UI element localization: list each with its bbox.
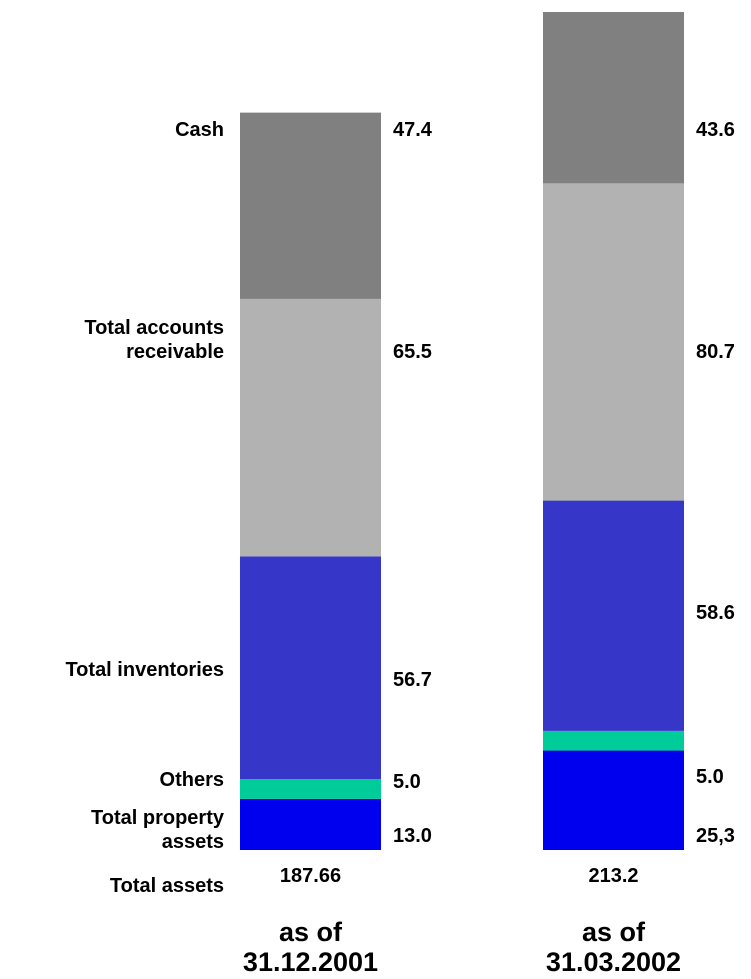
bar-segment <box>240 779 381 799</box>
value-label: 5.0 <box>696 766 724 788</box>
legend-label: Cash <box>175 119 224 141</box>
value-label: 65.5 <box>393 341 432 363</box>
bar-segment <box>240 112 381 299</box>
category-label: as of 31.12.2001 <box>242 917 379 977</box>
value-label: 5.0 <box>393 771 421 793</box>
legend-label: Others <box>159 769 224 791</box>
bar-segment <box>543 750 684 850</box>
value-label: 80.7 <box>696 341 735 363</box>
bar-segment <box>543 183 684 501</box>
total-value: 187.66 <box>279 865 342 887</box>
value-label: 58.6 <box>696 602 735 624</box>
bar-segment <box>240 298 381 557</box>
total-label: Total assets <box>109 875 224 897</box>
value-label: 56.7 <box>393 669 432 691</box>
value-label: 25,3 <box>696 825 735 847</box>
value-label: 47.4 <box>393 119 432 141</box>
bar-segment <box>240 556 381 780</box>
bar-segment <box>543 730 684 751</box>
category-label: as of 31.03.2002 <box>545 917 682 977</box>
legend-label: Total property assets <box>91 807 224 853</box>
bar-segment <box>543 500 684 731</box>
bar-segment <box>543 12 684 184</box>
value-label: 43.6 <box>696 119 735 141</box>
bar-segment <box>240 798 381 850</box>
legend-label: Total inventories <box>65 659 224 681</box>
value-label: 13.0 <box>393 825 432 847</box>
total-value: 213.2 <box>588 865 639 887</box>
legend-label: Total accounts receivable <box>84 317 224 363</box>
